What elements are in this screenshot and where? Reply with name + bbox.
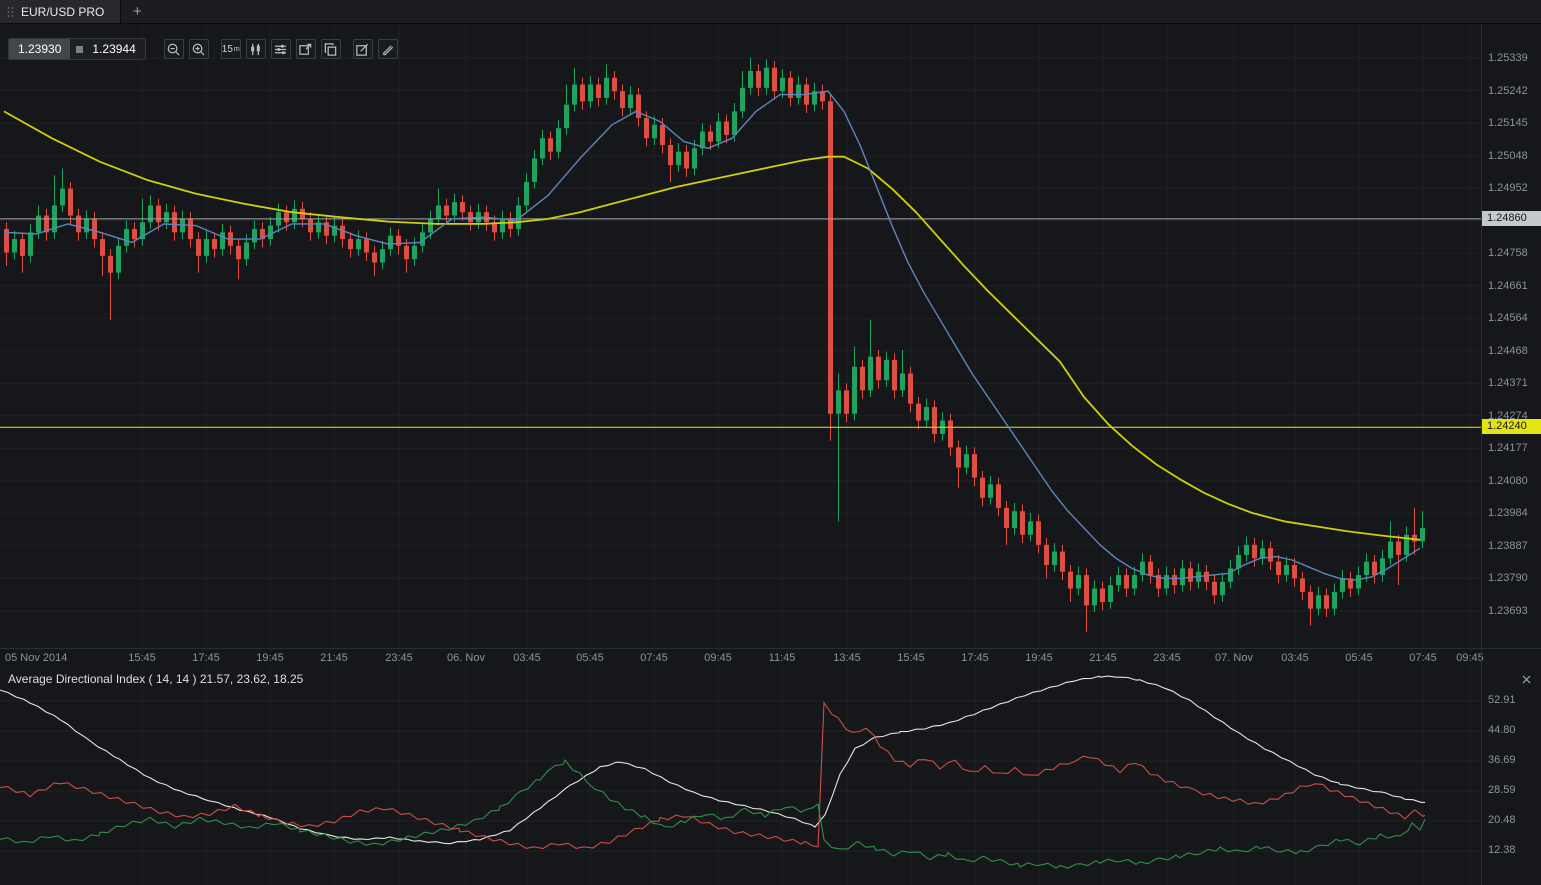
price-axis-label: 1.23693 bbox=[1488, 605, 1528, 618]
indicator-axis-label: 52.91 bbox=[1488, 694, 1516, 706]
main-chart-area[interactable] bbox=[0, 23, 1481, 648]
time-axis-label: 15:45 bbox=[897, 652, 925, 664]
zoom-out-button[interactable] bbox=[163, 39, 184, 59]
time-axis-label: 09:45 bbox=[1456, 652, 1484, 664]
time-axis[interactable]: 05 Nov 2014 15:45 17:45 19:45 21:45 23:45 06. … bbox=[0, 648, 1541, 667]
indicator-axis-label: 20.48 bbox=[1488, 814, 1516, 827]
adx-line bbox=[0, 675, 1426, 845]
time-axis-label: 05 Nov 2014 bbox=[5, 652, 68, 664]
spread-indicator bbox=[76, 45, 84, 53]
time-axis-label: 07:45 bbox=[1409, 652, 1437, 664]
chart-workspace: 1.23930 1.23944 15 m bbox=[0, 23, 1541, 885]
indicator-axis-label: 12.38 bbox=[1488, 843, 1516, 856]
time-axis-label: 19:45 bbox=[1025, 652, 1053, 664]
price-axis-label: 1.24468 bbox=[1488, 344, 1528, 357]
chart-type-button[interactable] bbox=[245, 39, 266, 59]
timeframe-value: 15 bbox=[221, 43, 233, 55]
time-axis-label: 23:45 bbox=[1153, 652, 1181, 664]
add-tab-button[interactable]: + bbox=[132, 3, 142, 20]
indicator-panel[interactable] bbox=[0, 666, 1481, 885]
time-axis-label: 07. Nov bbox=[1215, 652, 1253, 664]
indicator-grid bbox=[0, 667, 1481, 885]
price-axis-label: 1.24564 bbox=[1488, 312, 1528, 325]
draw-button[interactable] bbox=[377, 39, 398, 59]
close-indicator-button[interactable] bbox=[1518, 671, 1534, 687]
indicator-axis-label: 36.69 bbox=[1488, 754, 1516, 767]
price-axis-label: 1.25145 bbox=[1488, 117, 1528, 130]
indicator-axis-label: 28.59 bbox=[1488, 784, 1516, 796]
quote-widget[interactable]: 1.23930 1.23944 bbox=[8, 38, 146, 60]
price-axis-label: 1.23790 bbox=[1488, 572, 1528, 585]
copy-chart-button[interactable] bbox=[320, 39, 341, 59]
time-axis-label: 11:45 bbox=[768, 652, 796, 664]
price-axis-label: 1.25048 bbox=[1488, 149, 1528, 162]
timeframe-unit: m bbox=[233, 45, 240, 53]
time-axis-label: 21:45 bbox=[320, 652, 348, 664]
alert-price-line-tag[interactable]: 1.24240 bbox=[1482, 419, 1541, 435]
zoom-in-button[interactable] bbox=[188, 39, 209, 59]
price-axis-label: 1.24952 bbox=[1488, 181, 1528, 194]
time-axis-label: 03:45 bbox=[1281, 652, 1309, 664]
price-axis-label: 1.23887 bbox=[1488, 539, 1528, 552]
time-axis-label: 15:45 bbox=[128, 652, 156, 664]
price-axis-label: 1.24080 bbox=[1488, 474, 1528, 487]
time-axis-label: 05:45 bbox=[1345, 652, 1373, 664]
tab-eurusd-pro[interactable]: EUR/USD PRO bbox=[0, 0, 122, 23]
time-axis-label: 17:45 bbox=[961, 652, 989, 664]
time-axis-label: 21:45 bbox=[1089, 652, 1117, 664]
snapshot-button[interactable] bbox=[295, 39, 316, 59]
edit-button[interactable] bbox=[352, 39, 373, 59]
time-axis-label: 06. Nov bbox=[447, 652, 485, 664]
time-axis-label: 05:45 bbox=[576, 652, 604, 664]
price-axis-label: 1.24758 bbox=[1488, 247, 1528, 260]
indicators-button[interactable] bbox=[270, 39, 291, 59]
time-axis-label: 09:45 bbox=[704, 652, 732, 664]
time-axis-label: 19:45 bbox=[256, 652, 284, 664]
minus-di-line bbox=[0, 701, 1426, 850]
current-price-line-tag[interactable]: 1.24860 bbox=[1482, 210, 1541, 226]
time-axis-label: 23:45 bbox=[385, 652, 413, 664]
ma-yellow-line bbox=[3, 110, 1421, 541]
price-axis-label: 1.24274 bbox=[1488, 409, 1528, 422]
time-axis-label: 13:45 bbox=[833, 652, 861, 664]
main-chart-canvas[interactable] bbox=[0, 23, 1481, 648]
candlestick-series bbox=[4, 57, 1425, 633]
ask-price: 1.23944 bbox=[92, 42, 136, 56]
indicator-title: Average Directional Index ( 14, 14 ) 21.… bbox=[8, 672, 304, 686]
chart-toolbar: 1.23930 1.23944 15 m bbox=[8, 38, 410, 60]
ma-blue-line bbox=[3, 90, 1421, 581]
main-grid bbox=[0, 23, 1481, 648]
tab-grip-icon bbox=[7, 6, 14, 18]
price-axis[interactable]: 1.25339 1.25242 1.25145 1.25048 1.24952 1.248… bbox=[1481, 23, 1541, 885]
plus-di-line bbox=[0, 759, 1426, 869]
time-axis-label: 07:45 bbox=[640, 652, 668, 664]
timeframe-button[interactable]: 15 m bbox=[220, 39, 241, 59]
price-axis-label: 1.25242 bbox=[1488, 84, 1528, 97]
indicator-axis-label: 44.80 bbox=[1488, 724, 1516, 737]
price-axis-label: 1.25339 bbox=[1488, 51, 1528, 64]
price-axis-label: 1.24177 bbox=[1488, 442, 1528, 455]
price-axis-label: 1.24371 bbox=[1488, 377, 1528, 390]
bid-price: 1.23930 bbox=[9, 39, 71, 59]
price-axis-label: 1.23984 bbox=[1488, 507, 1528, 520]
indicator-canvas[interactable] bbox=[0, 667, 1481, 885]
tab-label: EUR/USD PRO bbox=[21, 4, 105, 19]
time-axis-label: 03:45 bbox=[513, 652, 541, 664]
price-axis-label: 1.24661 bbox=[1488, 279, 1528, 292]
time-axis-label: 17:45 bbox=[192, 652, 220, 664]
tab-bar: EUR/USD PRO + bbox=[0, 0, 1541, 24]
